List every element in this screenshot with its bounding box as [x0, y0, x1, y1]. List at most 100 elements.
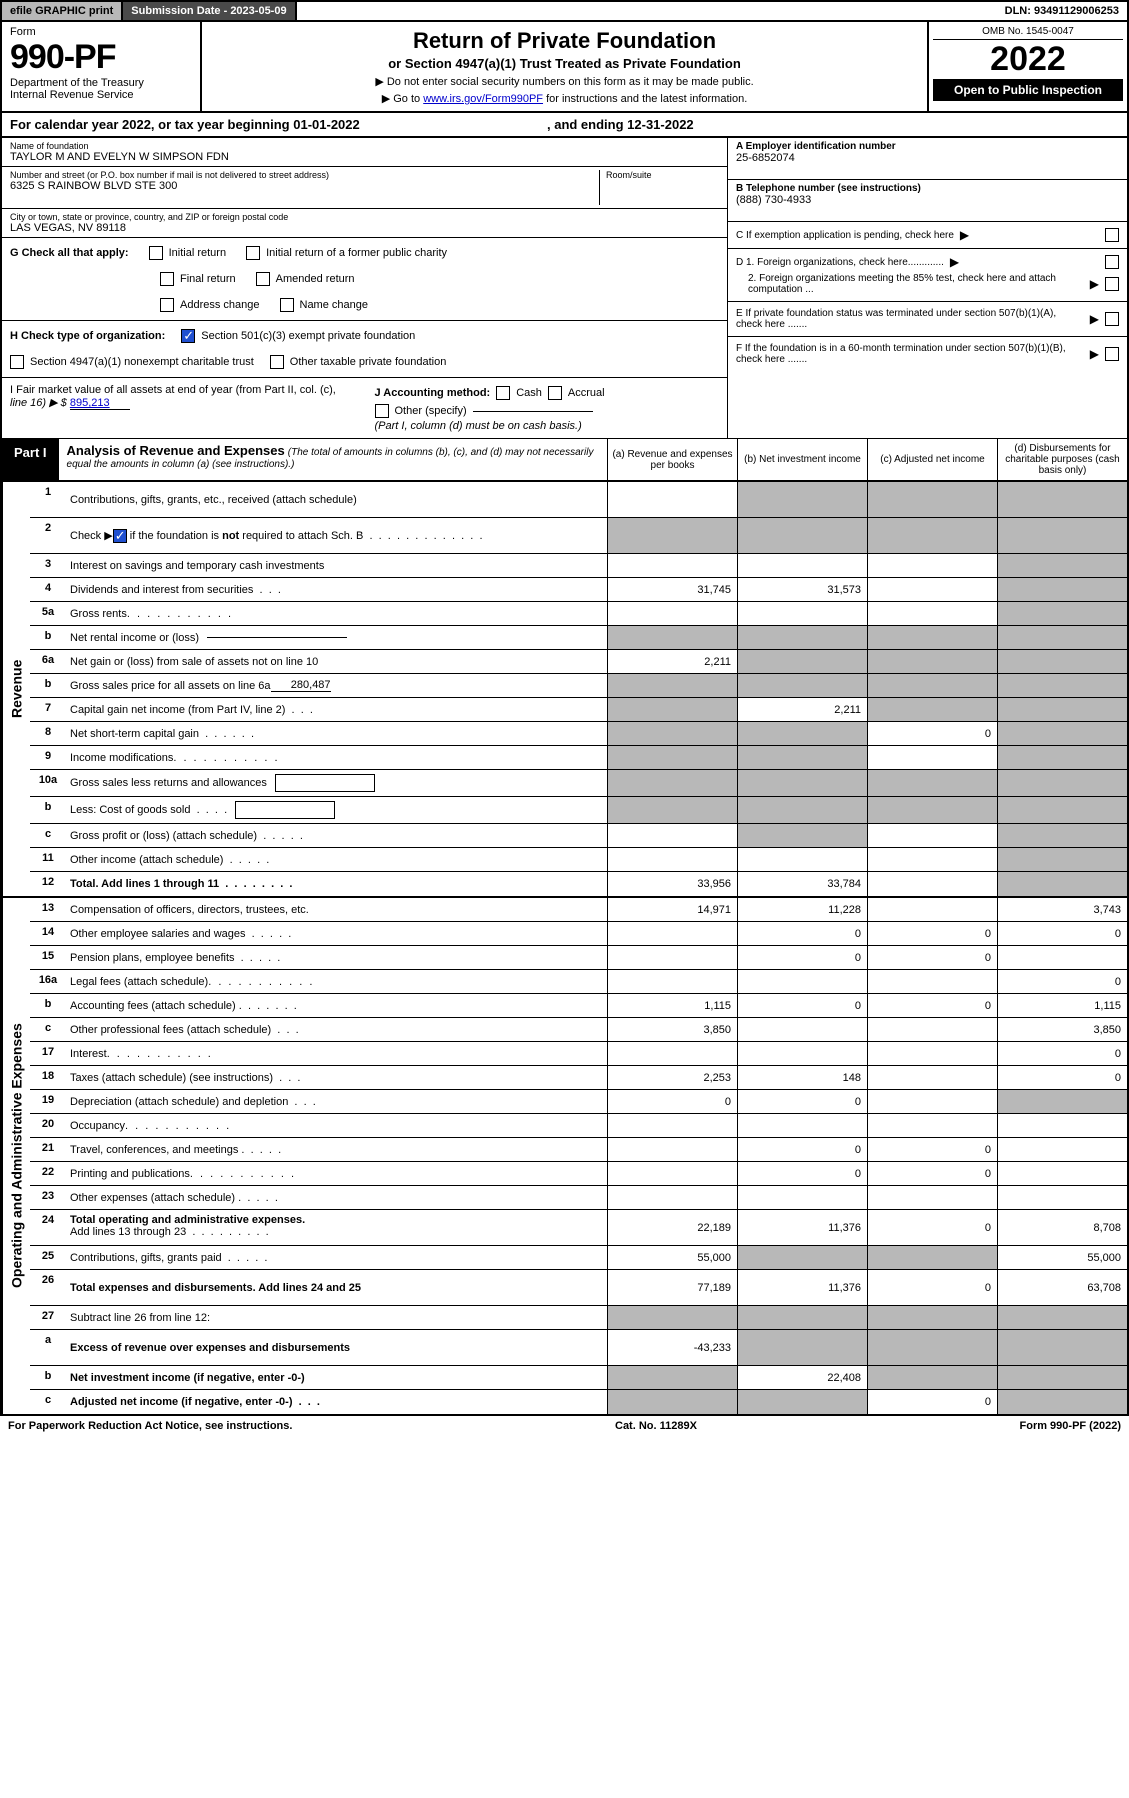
tax-year: 2022 [933, 40, 1123, 79]
part1-header: Part I Analysis of Revenue and Expenses … [0, 438, 1129, 482]
header-right: OMB No. 1545-0047 2022 Open to Public In… [927, 22, 1127, 111]
row-27a: aExcess of revenue over expenses and dis… [30, 1330, 1127, 1366]
efile-label[interactable]: efile GRAPHIC print [2, 2, 123, 20]
row-15: 15Pension plans, employee benefits . . .… [30, 946, 1127, 970]
e-terminated: E If private foundation status was termi… [728, 302, 1127, 337]
expenses-block: Operating and Administrative Expenses 13… [0, 898, 1129, 1416]
row-16c: cOther professional fees (attach schedul… [30, 1018, 1127, 1042]
row-26: 26Total expenses and disbursements. Add … [30, 1270, 1127, 1306]
section-i: I Fair market value of all assets at end… [10, 384, 355, 432]
col-a-head: (a) Revenue and expenses per books [607, 439, 737, 480]
row-27: 27Subtract line 26 from line 12: [30, 1306, 1127, 1330]
info-section: Name of foundation TAYLOR M AND EVELYN W… [0, 138, 1129, 438]
chk-501c3[interactable] [181, 329, 195, 343]
row-21: 21Travel, conferences, and meetings . . … [30, 1138, 1127, 1162]
ein-cell: A Employer identification number 25-6852… [728, 138, 1127, 180]
city-state-zip: LAS VEGAS, NV 89118 [10, 222, 719, 234]
note-ssn: ▶ Do not enter social security numbers o… [214, 75, 915, 88]
chk-4947a1[interactable] [10, 355, 24, 369]
row-27c: cAdjusted net income (if negative, enter… [30, 1390, 1127, 1414]
row-8: 8Net short-term capital gain . . . . . .… [30, 722, 1127, 746]
col-d-head: (d) Disbursements for charitable purpose… [997, 439, 1127, 480]
col-c-head: (c) Adjusted net income [867, 439, 997, 480]
ein-value: 25-6852074 [736, 152, 1119, 164]
row-2: 2Check ▶ if the foundation is not requir… [30, 518, 1127, 554]
header-left: Form 990-PF Department of the Treasury I… [2, 22, 202, 111]
part1-label: Part I [2, 439, 59, 480]
expenses-side-label: Operating and Administrative Expenses [2, 898, 30, 1414]
chk-other-method[interactable] [375, 404, 389, 418]
row-20: 20Occupancy [30, 1114, 1127, 1138]
foundation-name-cell: Name of foundation TAYLOR M AND EVELYN W… [2, 138, 727, 167]
row-16a: 16aLegal fees (attach schedule)0 [30, 970, 1127, 994]
chk-final-return[interactable] [160, 272, 174, 286]
footer-left: For Paperwork Reduction Act Notice, see … [8, 1420, 292, 1432]
chk-d1[interactable] [1105, 255, 1119, 269]
page-footer: For Paperwork Reduction Act Notice, see … [0, 1416, 1129, 1436]
phone-cell: B Telephone number (see instructions) (8… [728, 180, 1127, 222]
row-9: 9Income modifications [30, 746, 1127, 770]
row-6b: bGross sales price for all assets on lin… [30, 674, 1127, 698]
city-cell: City or town, state or province, country… [2, 209, 727, 238]
phone-value: (888) 730-4933 [736, 194, 1119, 206]
chk-c[interactable] [1105, 228, 1119, 242]
row-14: 14Other employee salaries and wages . . … [30, 922, 1127, 946]
foundation-name: TAYLOR M AND EVELYN W SIMPSON FDN [10, 151, 719, 163]
address-cell: Number and street (or P.O. box number if… [2, 167, 727, 209]
form-header: Form 990-PF Department of the Treasury I… [0, 22, 1129, 113]
fmv-value[interactable]: 895,213 [70, 397, 130, 410]
row-23: 23Other expenses (attach schedule) . . .… [30, 1186, 1127, 1210]
chk-address-change[interactable] [160, 298, 174, 312]
chk-schb[interactable] [113, 529, 127, 543]
c-exemption: C If exemption application is pending, c… [728, 222, 1127, 249]
year-begin: 01-01-2022 [293, 117, 360, 132]
irs-link[interactable]: www.irs.gov/Form990PF [423, 93, 543, 105]
header-center: Return of Private Foundation or Section … [202, 22, 927, 111]
chk-initial-return[interactable] [149, 246, 163, 260]
dln-label: DLN: 93491129006253 [997, 2, 1127, 20]
room-label: Room/suite [606, 170, 719, 180]
chk-accrual[interactable] [548, 386, 562, 400]
top-bar: efile GRAPHIC print Submission Date - 20… [0, 0, 1129, 22]
row-25: 25Contributions, gifts, grants paid . . … [30, 1246, 1127, 1270]
chk-amended-return[interactable] [256, 272, 270, 286]
row-17: 17Interest0 [30, 1042, 1127, 1066]
footer-form: Form 990-PF (2022) [1020, 1420, 1121, 1432]
col-b-head: (b) Net investment income [737, 439, 867, 480]
part1-desc: Analysis of Revenue and Expenses (The to… [59, 439, 607, 480]
chk-d2[interactable] [1105, 277, 1119, 291]
form-subtitle: or Section 4947(a)(1) Trust Treated as P… [214, 56, 915, 71]
row-13: 13Compensation of officers, directors, t… [30, 898, 1127, 922]
section-h: H Check type of organization: Section 50… [2, 321, 727, 378]
row-4: 4Dividends and interest from securities … [30, 578, 1127, 602]
note-link: ▶ Go to www.irs.gov/Form990PF for instru… [214, 92, 915, 105]
row-10b: bLess: Cost of goods sold . . . . [30, 797, 1127, 824]
chk-cash[interactable] [496, 386, 510, 400]
street-address: 6325 S RAINBOW BLVD STE 300 [10, 180, 599, 192]
chk-e[interactable] [1105, 312, 1119, 326]
form-number: 990-PF [10, 38, 192, 77]
row-11: 11Other income (attach schedule) . . . .… [30, 848, 1127, 872]
chk-name-change[interactable] [280, 298, 294, 312]
row-7: 7Capital gain net income (from Part IV, … [30, 698, 1127, 722]
row-3: 3Interest on savings and temporary cash … [30, 554, 1127, 578]
submission-date: Submission Date - 2023-05-09 [123, 2, 296, 20]
dept-line1: Department of the Treasury [10, 77, 192, 89]
year-end: 12-31-2022 [627, 117, 694, 132]
row-16b: bAccounting fees (attach schedule) . . .… [30, 994, 1127, 1018]
form-title: Return of Private Foundation [214, 28, 915, 54]
row-22: 22Printing and publications00 [30, 1162, 1127, 1186]
row-1: 1Contributions, gifts, grants, etc., rec… [30, 482, 1127, 518]
row-6a: 6aNet gain or (loss) from sale of assets… [30, 650, 1127, 674]
row-12: 12Total. Add lines 1 through 11 . . . . … [30, 872, 1127, 896]
footer-cat: Cat. No. 11289X [615, 1420, 697, 1432]
chk-initial-former[interactable] [246, 246, 260, 260]
chk-other-taxable[interactable] [270, 355, 284, 369]
chk-f[interactable] [1105, 347, 1119, 361]
row-27b: bNet investment income (if negative, ent… [30, 1366, 1127, 1390]
section-g: G Check all that apply: Initial return I… [2, 238, 727, 321]
revenue-side-label: Revenue [2, 482, 30, 896]
row-18: 18Taxes (attach schedule) (see instructi… [30, 1066, 1127, 1090]
form-word: Form [10, 26, 192, 38]
revenue-block: Revenue 1Contributions, gifts, grants, e… [0, 482, 1129, 898]
